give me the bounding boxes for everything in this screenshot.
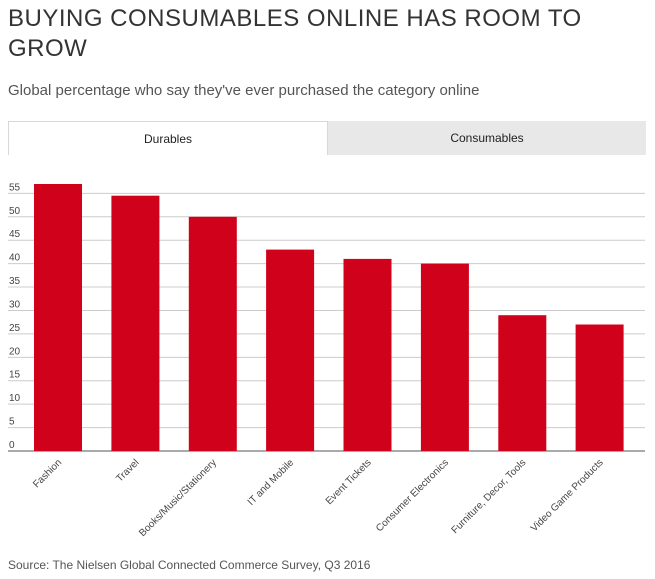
bar[interactable] [111, 195, 160, 451]
y-tick-label: 25 [9, 323, 21, 334]
x-category-label: IT and Mobile [246, 457, 297, 508]
tab-consumables[interactable]: Consumables [328, 121, 646, 155]
x-category-label: Books/Music/Stationery [137, 457, 219, 539]
y-tick-label: 40 [9, 253, 21, 264]
bar[interactable] [498, 315, 547, 451]
y-tick-label: 30 [9, 299, 21, 310]
source-note: Source: The Nielsen Global Connected Com… [8, 558, 371, 572]
x-category-label: Consumer Electronics [374, 457, 451, 534]
bar[interactable] [575, 324, 624, 452]
y-tick-label: 15 [9, 370, 21, 381]
y-tick-label: 35 [9, 276, 21, 287]
chart-subtitle: Global percentage who say they've ever p… [8, 82, 480, 99]
x-category-label: Furniture, Decor, Tools [450, 457, 529, 536]
y-tick-label: 20 [9, 346, 21, 357]
bar[interactable] [343, 258, 392, 451]
chart-title: BUYING CONSUMABLES ONLINE HAS ROOM TO GR… [8, 5, 582, 62]
bar[interactable] [188, 216, 237, 451]
y-tick-label: 5 [9, 417, 15, 428]
bar-chart: 0 5 10 15 20 25 30 35 40 45 50 55 Fashion TravelBook… [8, 182, 645, 539]
bars [34, 184, 624, 451]
y-axis-ticks: 0 5 10 15 20 25 30 35 40 45 50 55 [9, 182, 21, 451]
x-category-label: Travel [114, 457, 141, 484]
bar[interactable] [420, 263, 469, 451]
bar[interactable] [34, 184, 82, 451]
y-tick-label: 0 [9, 440, 15, 451]
gridlines [8, 192, 645, 452]
y-tick-label: 10 [9, 393, 21, 404]
bar[interactable] [266, 249, 315, 451]
y-tick-label: 50 [9, 206, 21, 217]
tab-bar: Durables Consumables [8, 121, 646, 155]
y-tick-label: 45 [9, 229, 21, 240]
x-category-label: Event Tickets [324, 457, 374, 507]
x-category-label: Video Game Products [529, 457, 606, 534]
y-tick-label: 55 [9, 182, 21, 193]
tab-durables[interactable]: Durables [8, 121, 328, 155]
x-category-label: Fashion [31, 457, 64, 490]
